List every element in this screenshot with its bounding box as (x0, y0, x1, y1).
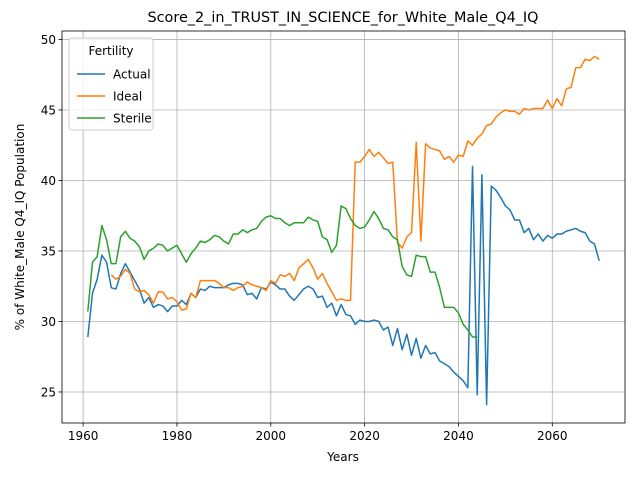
y-tick-label: 40 (41, 174, 56, 188)
y-tick-label: 45 (41, 103, 56, 117)
legend: Fertility Actual Ideal Sterile (68, 37, 154, 131)
y-tick-label: 50 (41, 33, 56, 47)
x-tick-label: 1960 (68, 429, 99, 443)
y-axis-label: % of White_Male Q4_IQ Population (13, 124, 27, 331)
x-tick-label: 2040 (443, 429, 474, 443)
legend-label: Actual (113, 68, 151, 82)
legend-label: Ideal (113, 90, 142, 104)
y-tick-label: 25 (41, 385, 56, 399)
line-series (110, 55, 600, 311)
x-tick-label: 2060 (537, 429, 568, 443)
line-series (87, 205, 478, 338)
x-axis-label: Years (326, 450, 359, 464)
line-series (87, 165, 600, 406)
chart-title: Score_2_in_TRUST_IN_SCIENCE_for_White_Ma… (148, 10, 539, 26)
y-tick-label: 35 (41, 244, 56, 258)
legend-box (68, 37, 154, 131)
x-tick-label: 2000 (256, 429, 287, 443)
plot-frame (61, 30, 626, 424)
legend-label: Sterile (113, 112, 152, 126)
x-tick-label: 2020 (349, 429, 380, 443)
legend-title: Fertility (88, 44, 133, 58)
y-tick-label: 30 (41, 315, 56, 329)
x-tick-label: 1980 (162, 429, 193, 443)
